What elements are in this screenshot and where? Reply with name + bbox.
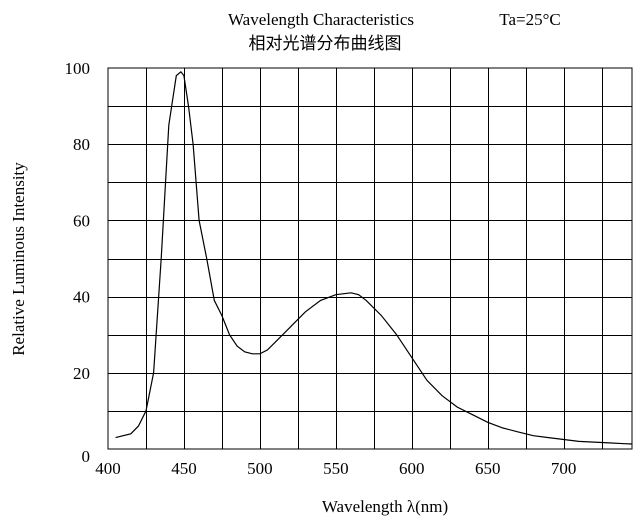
y-tick-label: 0 <box>82 447 91 466</box>
x-axis-label: Wavelength λ(nm) <box>322 497 448 516</box>
y-tick-label: 100 <box>65 59 91 78</box>
y-axis-label: Relative Luminous Intensity <box>9 162 28 356</box>
y-tick-label: 80 <box>73 135 90 154</box>
y-tick-label: 20 <box>73 364 90 383</box>
x-tick-label: 700 <box>551 459 577 478</box>
x-tick-label: 400 <box>95 459 121 478</box>
grid <box>108 68 632 449</box>
chart-title: Wavelength Characteristics <box>228 10 414 29</box>
chart-subtitle: 相对光谱分布曲线图 <box>249 34 402 53</box>
x-tick-labels: 400 450 500 550 600 650 700 <box>95 459 576 478</box>
x-tick-label: 650 <box>475 459 501 478</box>
series-line <box>115 70 633 445</box>
x-tick-label: 550 <box>323 459 349 478</box>
y-tick-labels: 0 20 40 60 80 100 <box>65 59 91 466</box>
x-tick-label: 450 <box>171 459 197 478</box>
x-tick-label: 500 <box>247 459 273 478</box>
chart-condition: Ta=25°C <box>499 10 560 29</box>
y-tick-label: 40 <box>73 288 90 307</box>
plot-frame <box>107 67 633 450</box>
x-tick-label: 600 <box>399 459 425 478</box>
y-tick-label: 60 <box>73 211 90 230</box>
